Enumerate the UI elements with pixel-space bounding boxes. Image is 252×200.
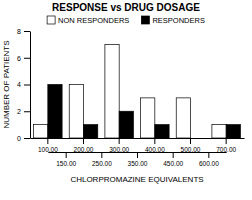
- axis-line: [31, 138, 245, 139]
- legend-swatch: [141, 16, 149, 24]
- tick: 150.00: [56, 152, 76, 167]
- tick-label: 200.00: [74, 146, 94, 153]
- bar: [69, 85, 83, 139]
- bar: [48, 85, 62, 139]
- tick-mark: [208, 152, 209, 158]
- tick-label: 8: [17, 28, 21, 35]
- bar: [212, 125, 226, 138]
- tick-mark: [173, 152, 174, 158]
- tick: 700.00: [216, 138, 236, 153]
- tick-mark: [24, 31, 30, 32]
- x-axis-title: CHLORPROMAZINE EQUIVALENTS: [70, 175, 203, 184]
- tick-mark: [66, 152, 67, 158]
- tick-mark: [83, 138, 84, 144]
- plot: 0 2 4 6 8 100.00 200.00 300.00 400.00 500.00 700.0…: [2, 28, 245, 184]
- y-axis: 0 2 4 6 8: [17, 28, 30, 142]
- bars: [34, 44, 241, 138]
- tick-mark: [190, 138, 191, 144]
- tick: 300.00: [109, 138, 129, 153]
- tick-mark: [24, 111, 30, 112]
- x-axis: 100.00 200.00 300.00 400.00 500.00 700.00: [31, 138, 245, 153]
- tick-mark: [24, 58, 30, 59]
- tick: 0: [17, 135, 30, 142]
- tick-mark: [154, 138, 155, 144]
- legend: NON RESPONDERS RESPONDERS: [47, 16, 205, 25]
- tick: 6: [17, 54, 30, 61]
- tick: 250.00: [92, 152, 112, 167]
- bar: [191, 138, 205, 139]
- tick-label: 2: [17, 108, 21, 115]
- tick-mark: [24, 138, 30, 139]
- y-axis-title: NUMBER OF PATIENTS: [2, 40, 11, 128]
- tick: 450.00: [163, 152, 183, 167]
- tick-mark: [24, 85, 30, 86]
- tick-label: 0: [17, 135, 21, 142]
- tick-label: 4: [17, 81, 21, 88]
- tick: 4: [17, 81, 30, 88]
- tick-label: 250.00: [92, 160, 112, 167]
- tick-mark: [119, 138, 120, 144]
- tick-label: 150.00: [56, 160, 76, 167]
- tick-label: 500.00: [181, 146, 201, 153]
- bar: [226, 125, 240, 138]
- legend-swatch: [47, 16, 55, 24]
- tick-label: 100.00: [38, 146, 58, 153]
- bar: [84, 125, 98, 138]
- tick-label: 450.00: [163, 160, 183, 167]
- x2-axis: 150.00 250.00 350.00 450.00 600.00: [48, 152, 226, 167]
- bar: [141, 98, 155, 138]
- tick-label: 700.00: [216, 146, 236, 153]
- tick: 350.00: [128, 152, 148, 167]
- legend-item: RESPONDERS: [141, 16, 205, 25]
- tick-mark: [47, 138, 48, 144]
- tick: 8: [17, 28, 30, 35]
- tick-mark: [137, 152, 138, 158]
- legend-item: NON RESPONDERS: [47, 16, 129, 25]
- tick: 2: [17, 108, 30, 115]
- tick-label: 6: [17, 54, 21, 61]
- legend-label: NON RESPONDERS: [58, 16, 129, 25]
- tick-mark: [226, 138, 227, 144]
- tick-label: 350.00: [128, 160, 148, 167]
- bar: [105, 44, 119, 138]
- tick-label: 400.00: [145, 146, 165, 153]
- chart: RESPONSE vs DRUG DOSAGE NON RESPONDERS RES…: [0, 0, 252, 200]
- tick: 500.00: [181, 138, 201, 153]
- bar: [119, 111, 133, 138]
- axis-line: [30, 32, 31, 139]
- tick: 400.00: [145, 138, 165, 153]
- legend-label: RESPONDERS: [152, 16, 205, 25]
- bar: [34, 125, 48, 138]
- tick-label: 300.00: [109, 146, 129, 153]
- tick: 200.00: [74, 138, 94, 153]
- tick: 600.00: [199, 152, 219, 167]
- tick: 100.00: [38, 138, 58, 153]
- tick-label: 600.00: [199, 160, 219, 167]
- bar: [176, 98, 190, 138]
- tick-mark: [101, 152, 102, 158]
- bar: [155, 125, 169, 138]
- title: RESPONSE vs DRUG DOSAGE: [52, 2, 200, 13]
